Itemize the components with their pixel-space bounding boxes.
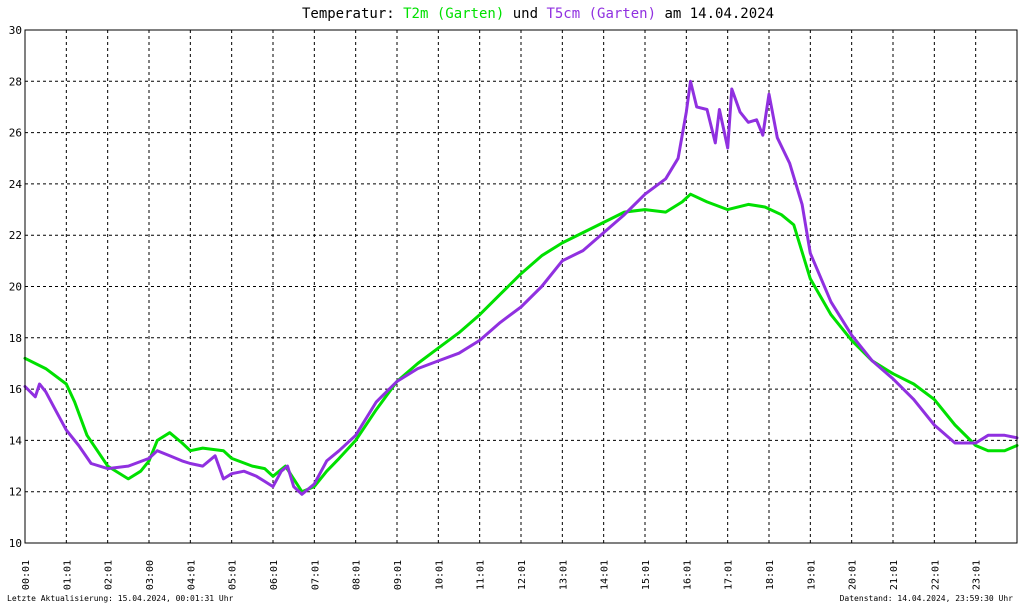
chart-title: Temperatur: T2m (Garten) und T5cm (Garte…: [302, 6, 774, 22]
y-tick-label: 14: [9, 434, 23, 447]
title-middle: und: [504, 6, 546, 22]
x-tick-label: 15:01: [641, 560, 652, 590]
x-tick-label: 20:01: [848, 560, 859, 590]
x-tick-label: 04:01: [186, 560, 197, 590]
x-tick-label: 12:01: [517, 560, 528, 590]
y-tick-label: 18: [9, 332, 22, 345]
x-tick-label: 06:01: [269, 560, 280, 590]
x-tick-label: 13:01: [558, 560, 569, 590]
x-tick-label: 14:01: [600, 560, 611, 590]
y-axis-ticks: 10 12 14 16 18 20 22 24 26 28 30: [9, 24, 23, 550]
x-tick-label: 03:00: [145, 560, 156, 590]
x-tick-label: 21:01: [889, 560, 900, 590]
x-tick-label: 05:01: [228, 560, 239, 590]
y-tick-label: 26: [9, 127, 22, 140]
series-line-t2m: [23, 192, 1019, 494]
x-tick-label: 08:01: [352, 560, 363, 590]
x-tick-label: 07:01: [310, 560, 321, 590]
y-tick-label: 28: [9, 75, 22, 88]
x-tick-label: 02:01: [104, 560, 115, 590]
grid: [25, 30, 1017, 543]
x-tick-label: 22:01: [930, 560, 941, 590]
series-lines: [23, 79, 1019, 496]
footer-data-status: Datenstand: 14.04.2024, 23:59:30 Uhr: [840, 594, 1014, 603]
x-tick-label: 23:01: [972, 560, 983, 590]
y-tick-label: 22: [9, 229, 22, 242]
y-tick-label: 30: [9, 24, 22, 37]
y-tick-label: 10: [9, 537, 22, 550]
x-tick-label: 10:01: [434, 560, 445, 590]
x-tick-label: 11:01: [476, 560, 487, 590]
x-tick-label: 00:01: [21, 560, 32, 590]
x-tick-label: 01:01: [62, 560, 73, 590]
x-tick-label: 18:01: [765, 560, 776, 590]
title-series-t2m: T2m (Garten): [403, 6, 504, 22]
y-tick-label: 16: [9, 383, 22, 396]
x-tick-label: 16:01: [682, 560, 693, 590]
footer-last-update: Letzte Aktualisierung: 15.04.2024, 00:01…: [7, 594, 234, 603]
x-tick-label: 09:01: [393, 560, 404, 590]
series-line-t5cm: [23, 79, 1019, 496]
y-tick-label: 20: [9, 281, 22, 294]
title-suffix: am 14.04.2024: [656, 6, 774, 22]
x-tick-label: 19:01: [806, 560, 817, 590]
x-axis-ticks: 00:01 01:01 02:01 03:00 04:01 05:01 06:01 07:01…: [21, 560, 983, 590]
x-tick-label: 17:01: [724, 560, 735, 590]
y-tick-label: 24: [9, 178, 23, 191]
y-tick-label: 12: [9, 486, 22, 499]
title-series-t5cm: T5cm (Garten): [546, 6, 656, 22]
title-prefix: Temperatur:: [302, 6, 403, 22]
plot-frame: [24, 29, 1018, 544]
